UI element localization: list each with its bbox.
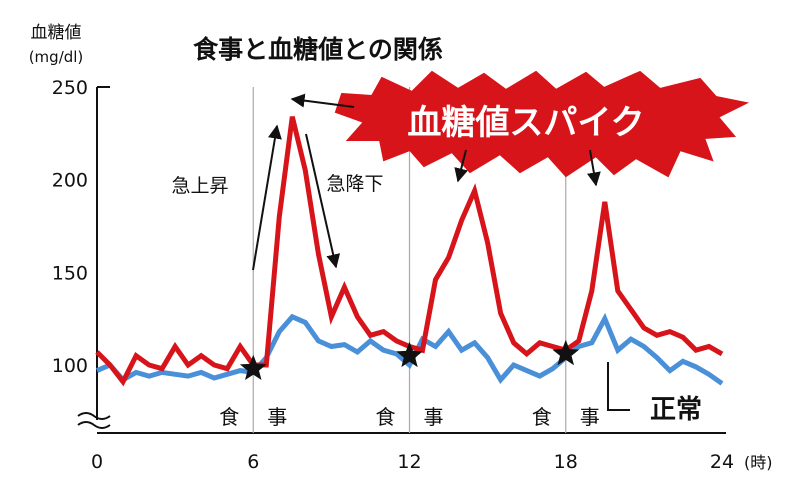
rise-arrow	[252, 124, 282, 271]
series-line-1	[96, 312, 724, 386]
y-axis-ticks: 100 150 200 250	[52, 77, 88, 377]
meal-label-right-1: 事	[424, 405, 444, 429]
normal-callout: 正常	[607, 362, 702, 425]
y-tick-label-0: 100	[52, 355, 88, 377]
x-tick-label-3: 18	[554, 451, 578, 473]
meal-label-left-0: 食	[219, 405, 239, 429]
y-tick-label-3: 250	[52, 77, 88, 99]
x-axis-ticks: 0 6 12 18 24	[91, 451, 734, 473]
fall-arrow	[305, 133, 341, 269]
meal-star-icon-1	[396, 341, 423, 368]
normal-callout-line	[607, 362, 630, 411]
y-axis-label: 血糖値	[31, 23, 82, 43]
x-axis-unit: (時)	[744, 453, 773, 472]
spike-label: 血糖値スパイク	[407, 103, 644, 143]
x-tick-label-2: 12	[397, 451, 421, 473]
spike-burst-shape	[334, 70, 750, 178]
x-tick-label-4: 24	[710, 451, 734, 473]
annotation-arrows	[252, 93, 601, 271]
y-axis-unit: (mg/dl)	[29, 48, 84, 66]
normal-label: 正常	[650, 395, 702, 425]
meal-label-left-2: 食	[532, 405, 552, 429]
meal-label-right-2: 事	[580, 405, 600, 429]
meal-star-icon-2	[552, 339, 580, 366]
axis-break-icon	[77, 412, 111, 429]
fall-label: 急降下	[326, 173, 383, 195]
spike-burst: 血糖値スパイク	[334, 70, 750, 178]
meal-stars	[239, 339, 580, 380]
arrow-to-third-peak	[586, 149, 601, 187]
x-tick-label-0: 0	[91, 451, 103, 473]
meal-star-icon-0	[239, 354, 267, 380]
meal-label-right-0: 事	[267, 405, 287, 429]
x-tick-label-1: 6	[247, 451, 259, 473]
meal-labels: 食事食事食事	[219, 405, 600, 429]
chart-title: 食事と血糖値との関係	[193, 35, 443, 64]
arrow-to-first-peak	[290, 93, 355, 108]
rise-label: 急上昇	[171, 175, 228, 197]
y-tick-label-1: 150	[52, 262, 88, 284]
y-tick-label-2: 200	[52, 170, 88, 192]
meal-label-left-1: 食	[376, 405, 396, 429]
arrow-to-second-peak	[454, 149, 468, 183]
